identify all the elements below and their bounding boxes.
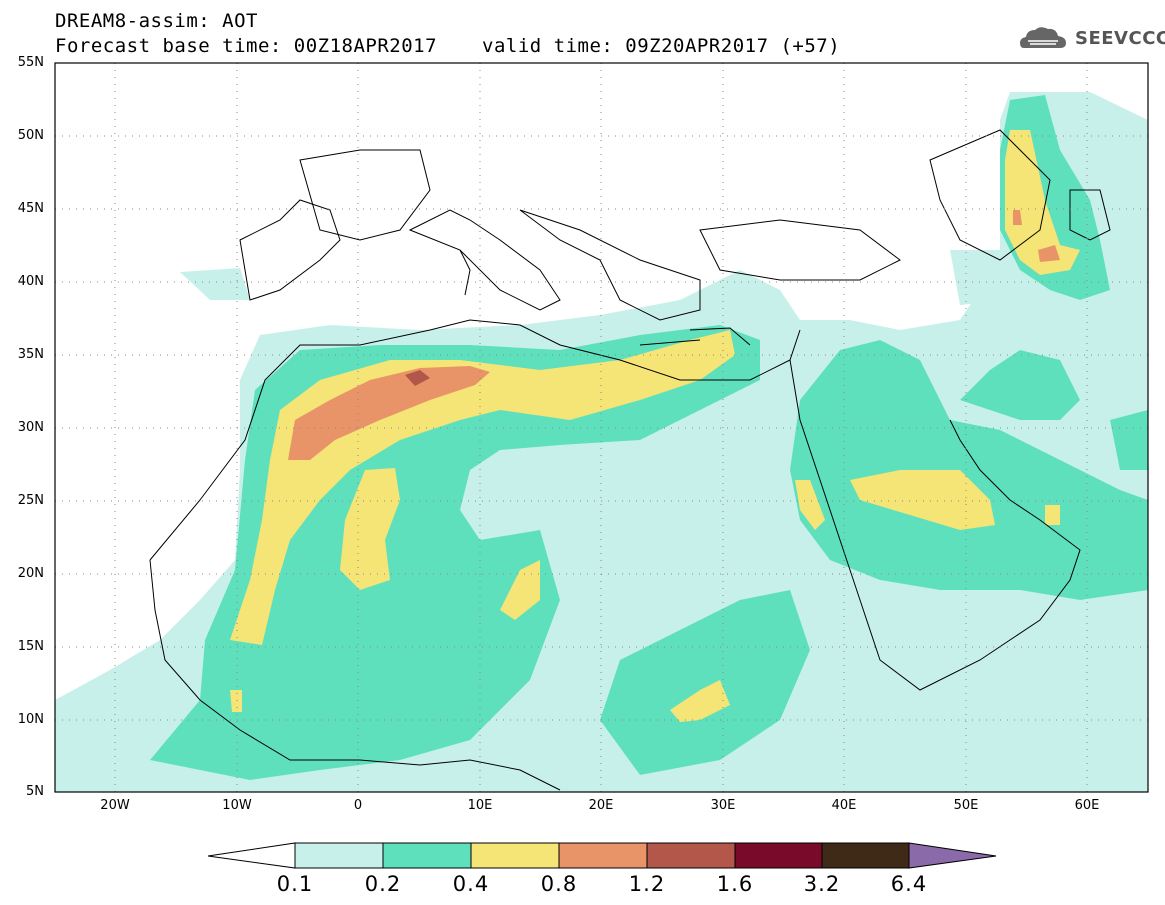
lon-label-30e: 30E <box>710 798 736 813</box>
lat-label-50n: 50N <box>17 128 44 143</box>
colorbar-swatch-0.1 <box>294 842 384 869</box>
lat-label-40n: 40N <box>17 274 44 289</box>
colorbar-swatch-3.2 <box>821 842 910 869</box>
lat-label-15n: 15N <box>17 639 44 654</box>
aot-field <box>55 63 1148 792</box>
cloud-icon <box>1020 27 1066 48</box>
aot-band-1.2 <box>405 370 430 386</box>
lon-label-10w: 10W <box>222 798 252 813</box>
aot-band-0.8 <box>288 210 1060 460</box>
lon-label-50e: 50E <box>953 798 979 813</box>
lon-label-10e: 10E <box>467 798 493 813</box>
valid-time: valid time: 09Z20APR2017 (+57) <box>482 35 841 57</box>
colorbar-swatch-0.2 <box>382 842 472 869</box>
colorbar-swatch-0.8 <box>558 842 648 869</box>
lon-label-20w: 20W <box>100 798 130 813</box>
colorbar-label-1.2: 1.2 <box>628 872 666 896</box>
lon-label-0: 0 <box>353 798 363 813</box>
forecast-base-time: Forecast base time: 00Z18APR2017 <box>55 35 438 57</box>
lat-label-10n: 10N <box>17 712 44 727</box>
logo-text: SEEVCCC <box>1075 28 1165 49</box>
colorbar-label-6.4: 6.4 <box>890 872 928 896</box>
lat-label-55n: 55N <box>17 55 44 70</box>
colorbar-swatch-low <box>207 842 296 869</box>
coastlines <box>149 129 1111 791</box>
map-frame <box>54 62 1149 793</box>
colorbar-label-0.2: 0.2 <box>364 872 402 896</box>
lon-label-20e: 20E <box>588 798 614 813</box>
colorbar-label-0.1: 0.1 <box>276 872 314 896</box>
lon-label-60e: 60E <box>1074 798 1100 813</box>
product-title: DREAM8-assim: AOT <box>55 10 258 32</box>
colorbar-swatch-1.2 <box>646 842 736 869</box>
lon-label-40e: 40E <box>831 798 857 813</box>
colorbar-swatch-0.4 <box>470 842 560 869</box>
lat-label-5n: 5N <box>26 784 44 799</box>
colorbar-label-0.8: 0.8 <box>540 872 578 896</box>
lat-label-35n: 35N <box>17 347 44 362</box>
colorbar-label-1.6: 1.6 <box>716 872 754 896</box>
colorbar-swatch-6.4 <box>908 842 997 869</box>
lat-label-45n: 45N <box>17 201 44 216</box>
lat-label-30n: 30N <box>17 420 44 435</box>
lat-label-20n: 20N <box>17 566 44 581</box>
colorbar-label-3.2: 3.2 <box>803 872 841 896</box>
graticule <box>55 63 1148 792</box>
lat-label-25n: 25N <box>17 493 44 508</box>
colorbar <box>207 842 997 869</box>
colorbar-swatch-1.6 <box>734 842 823 869</box>
colorbar-label-0.4: 0.4 <box>452 872 490 896</box>
